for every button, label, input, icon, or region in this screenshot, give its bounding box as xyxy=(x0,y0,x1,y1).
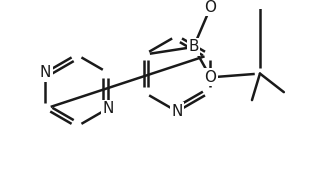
Text: N: N xyxy=(172,104,183,119)
Text: N: N xyxy=(40,65,51,80)
Text: O: O xyxy=(204,0,217,15)
Text: O: O xyxy=(204,70,217,85)
Text: B: B xyxy=(188,39,199,55)
Text: N: N xyxy=(102,101,113,116)
